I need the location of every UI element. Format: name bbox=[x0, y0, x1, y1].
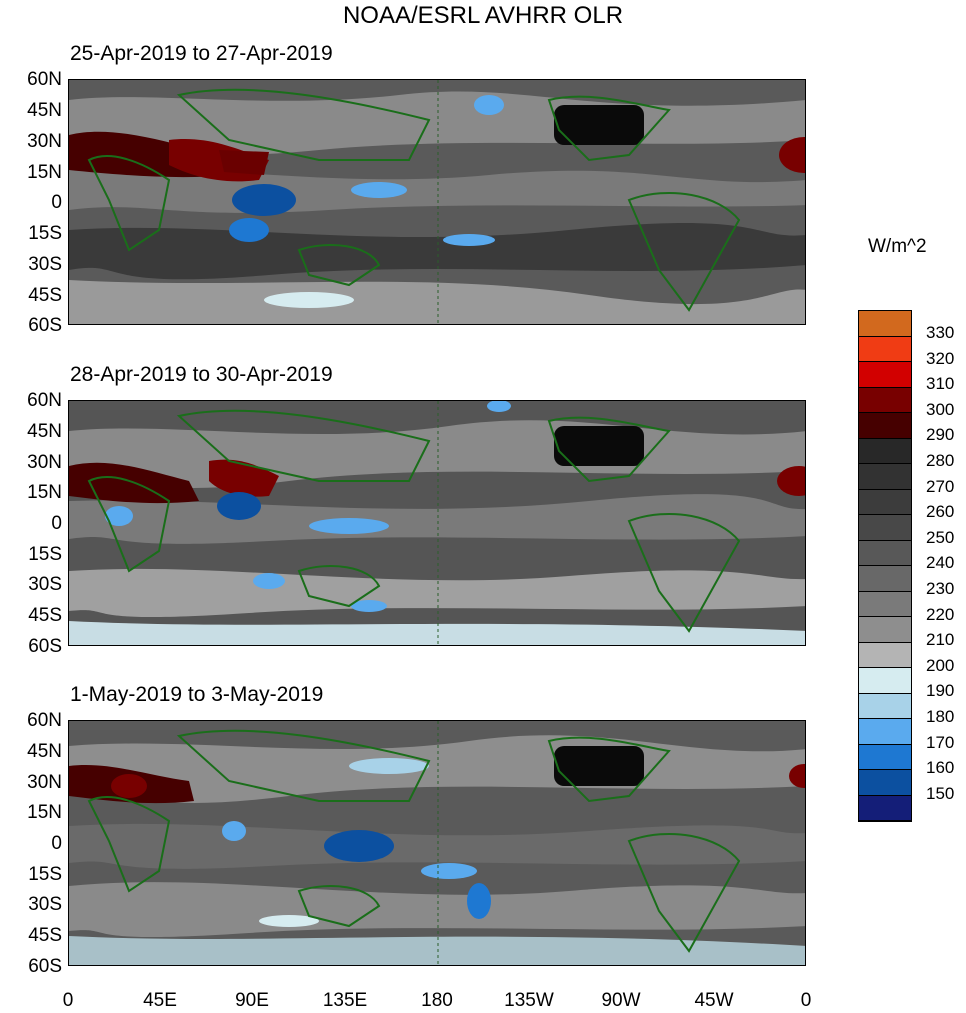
colorbar-label: 230 bbox=[926, 579, 955, 598]
lat-label: 45S bbox=[28, 605, 62, 626]
lon-label: 0 bbox=[800, 990, 812, 1011]
lon-label: 135E bbox=[322, 990, 368, 1011]
lat-label: 0 bbox=[51, 192, 62, 213]
lat-label: 15N bbox=[27, 482, 62, 503]
colorbar-label: 270 bbox=[926, 477, 955, 496]
colorbar-label: 190 bbox=[926, 681, 955, 700]
colorbar-label: 170 bbox=[926, 733, 955, 752]
colorbar-swatch bbox=[859, 540, 911, 566]
colorbar-label: 320 bbox=[926, 349, 955, 368]
lat-label: 15S bbox=[28, 223, 62, 244]
lat-label: 60N bbox=[27, 710, 62, 731]
lat-label: 60N bbox=[27, 69, 62, 90]
lat-label: 30S bbox=[28, 574, 62, 595]
colorbar-label: 240 bbox=[926, 553, 955, 572]
colorbar-swatch bbox=[859, 795, 911, 821]
lat-label: 30S bbox=[28, 894, 62, 915]
lat-label: 15S bbox=[28, 544, 62, 565]
lat-label: 60N bbox=[27, 390, 62, 411]
colorbar-swatch bbox=[859, 515, 911, 541]
colorbar-label: 280 bbox=[926, 451, 955, 470]
lon-label: 180 bbox=[421, 990, 453, 1011]
lat-label: 15S bbox=[28, 864, 62, 885]
olr-field-1 bbox=[69, 80, 805, 324]
lon-label: 135W bbox=[504, 990, 554, 1011]
map-panel-1 bbox=[68, 79, 806, 325]
lat-label: 0 bbox=[51, 513, 62, 534]
lon-label: 90W bbox=[601, 990, 641, 1011]
lon-label: 45E bbox=[143, 990, 177, 1011]
colorbar-label: 150 bbox=[926, 784, 955, 803]
colorbar-swatch bbox=[859, 438, 911, 464]
colorbar-swatch bbox=[859, 413, 911, 439]
lat-label: 15N bbox=[27, 162, 62, 183]
lat-label: 30N bbox=[27, 452, 62, 473]
colorbar-swatch bbox=[859, 668, 911, 694]
lon-label: 45W bbox=[694, 990, 734, 1011]
colorbar-swatch bbox=[859, 387, 911, 413]
map-panel-3 bbox=[68, 720, 806, 966]
olr-field-3 bbox=[69, 721, 805, 965]
lat-label: 30N bbox=[27, 131, 62, 152]
colorbar-label: 290 bbox=[926, 425, 955, 444]
colorbar-swatch bbox=[859, 770, 911, 796]
colorbar-swatch bbox=[859, 591, 911, 617]
colorbar-swatch bbox=[859, 617, 911, 643]
colorbar-label: 250 bbox=[926, 528, 955, 547]
olr-field-2 bbox=[69, 401, 805, 645]
colorbar-swatch bbox=[859, 744, 911, 770]
panel-1-title: 25-Apr-2019 to 27-Apr-2019 bbox=[70, 42, 333, 65]
colorbar-swatch bbox=[859, 693, 911, 719]
colorbar-units: W/m^2 bbox=[868, 236, 927, 257]
colorbar bbox=[858, 310, 912, 822]
lat-label: 45S bbox=[28, 285, 62, 306]
colorbar-swatch bbox=[859, 642, 911, 668]
panel-2-title: 28-Apr-2019 to 30-Apr-2019 bbox=[70, 363, 333, 386]
colorbar-label: 310 bbox=[926, 374, 955, 393]
colorbar-label: 330 bbox=[926, 323, 955, 342]
lat-label: 60S bbox=[28, 956, 62, 977]
map-panel-2 bbox=[68, 400, 806, 646]
colorbar-label: 220 bbox=[926, 605, 955, 624]
figure-title: NOAA/ESRL AVHRR OLR bbox=[342, 2, 624, 29]
lat-label: 30S bbox=[28, 254, 62, 275]
colorbar-swatch bbox=[859, 489, 911, 515]
colorbar-swatch bbox=[859, 362, 911, 388]
colorbar-label: 200 bbox=[926, 656, 955, 675]
colorbar-label: 180 bbox=[926, 707, 955, 726]
lon-label: 0 bbox=[62, 990, 74, 1011]
colorbar-label: 260 bbox=[926, 502, 955, 521]
colorbar-swatch bbox=[859, 336, 911, 362]
colorbar-label: 210 bbox=[926, 630, 955, 649]
lat-label: 45N bbox=[27, 100, 62, 121]
panel-3-title: 1-May-2019 to 3-May-2019 bbox=[70, 683, 324, 706]
lat-label: 60S bbox=[28, 315, 62, 336]
lat-label: 30N bbox=[27, 772, 62, 793]
lat-label: 0 bbox=[51, 833, 62, 854]
lat-label: 15N bbox=[27, 802, 62, 823]
colorbar-swatch bbox=[859, 566, 911, 592]
lat-label: 60S bbox=[28, 636, 62, 657]
lat-label: 45N bbox=[27, 421, 62, 442]
lon-label: 90E bbox=[235, 990, 269, 1011]
colorbar-label: 300 bbox=[926, 400, 955, 419]
colorbar-swatch bbox=[859, 311, 911, 337]
lat-label: 45N bbox=[27, 741, 62, 762]
colorbar-swatch bbox=[859, 719, 911, 745]
colorbar-swatch bbox=[859, 464, 911, 490]
colorbar-label: 160 bbox=[926, 758, 955, 777]
lat-label: 45S bbox=[28, 925, 62, 946]
